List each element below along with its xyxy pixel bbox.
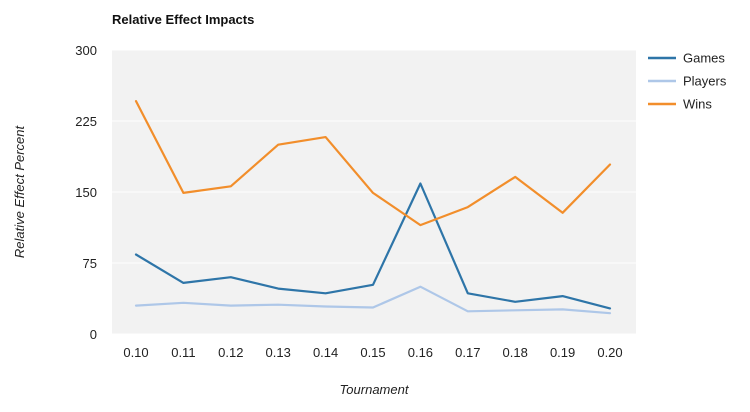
x-tick-label: 0.20 <box>597 345 622 360</box>
x-tick-label: 0.18 <box>503 345 528 360</box>
x-tick-label: 0.17 <box>455 345 480 360</box>
x-tick-label: 0.10 <box>123 345 148 360</box>
series-line-games <box>134 182 612 310</box>
gridlines <box>112 49 636 335</box>
legend-label-players: Players <box>683 74 727 89</box>
chart-title: Relative Effect Impacts <box>112 12 254 27</box>
y-axis-ticks: 0 75 150 225 300 <box>75 43 97 342</box>
y-tick-label: 300 <box>75 43 97 58</box>
x-tick-label: 0.16 <box>408 345 433 360</box>
y-tick-label: 75 <box>83 256 97 271</box>
x-axis-label: Tournament <box>340 382 410 397</box>
x-tick-label: 0.11 <box>171 345 195 360</box>
legend-label-wins: Wins <box>683 97 712 112</box>
y-tick-label: 225 <box>75 114 97 129</box>
x-tick-label: 0.14 <box>313 345 338 360</box>
legend-label-games: Games <box>683 51 725 66</box>
series-line-wins <box>134 99 612 227</box>
x-axis-ticks: 0.10 0.11 0.12 0.13 0.14 0.15 0.16 0.17 0.18 0.19… <box>123 345 622 360</box>
series-lines <box>134 99 612 315</box>
x-tick-label: 0.15 <box>360 345 385 360</box>
x-tick-label: 0.19 <box>550 345 575 360</box>
legend: Games Players Wins <box>648 51 727 112</box>
y-axis-label: Relative Effect Percent <box>12 125 27 259</box>
x-tick-label: 0.12 <box>218 345 243 360</box>
x-tick-label: 0.13 <box>266 345 291 360</box>
y-tick-label: 150 <box>75 185 97 200</box>
y-tick-label: 0 <box>90 327 97 342</box>
